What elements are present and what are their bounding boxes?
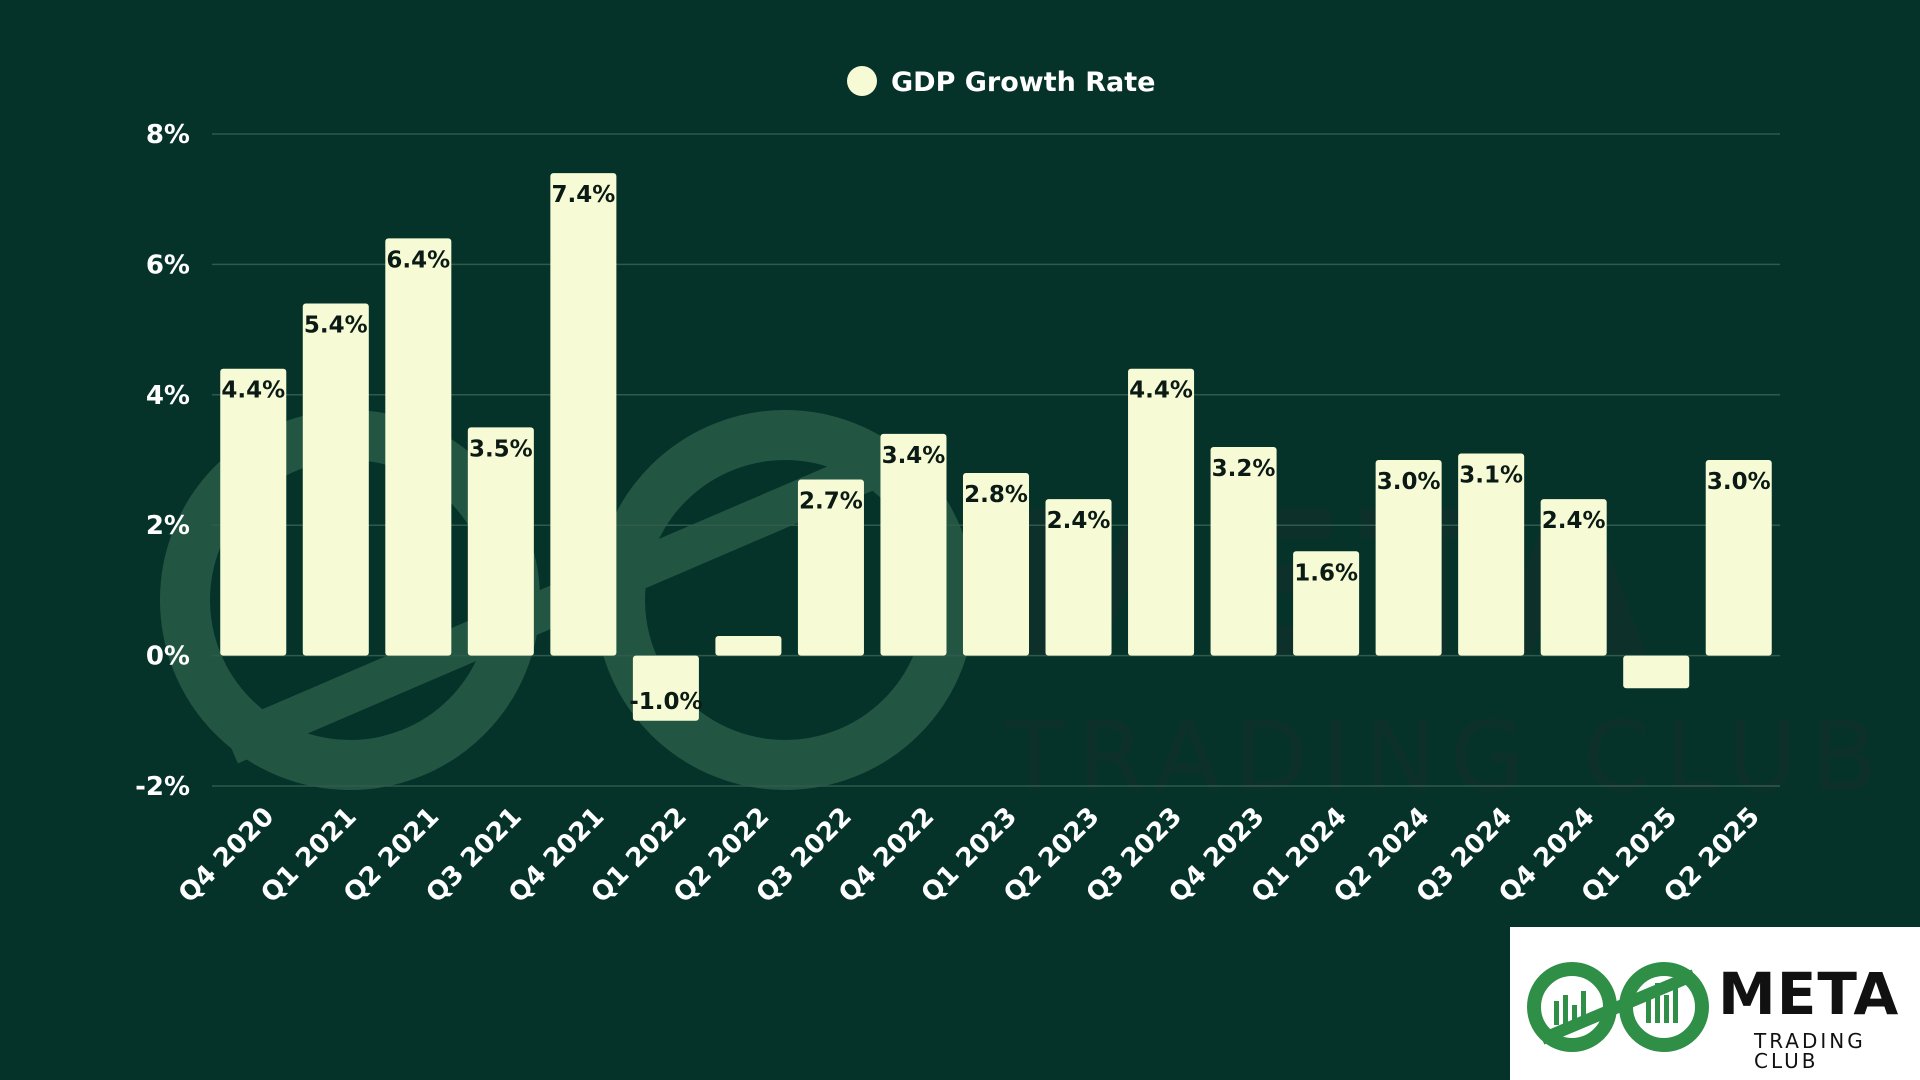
y-tick-label: 8% xyxy=(146,120,190,150)
legend-swatch xyxy=(847,66,877,96)
bar-value-label: 1.6% xyxy=(1294,560,1358,586)
bar xyxy=(880,433,947,656)
logo-tagline-text: TRADING CLUB xyxy=(1754,1029,1866,1073)
bar-value-label: 2.8% xyxy=(964,482,1028,508)
bar xyxy=(385,238,452,656)
bar xyxy=(797,479,864,656)
watermark-tagline: TRADING CLUB xyxy=(1004,701,1891,813)
bar-value-label: 4.4% xyxy=(1129,378,1193,404)
y-tick-label: 0% xyxy=(146,642,190,672)
bar-value-label: 2.7% xyxy=(799,489,863,515)
bar-value-label: 3.4% xyxy=(882,443,946,469)
bar xyxy=(715,636,782,656)
bar xyxy=(467,427,534,656)
y-tick-label: 2% xyxy=(146,511,190,541)
bar xyxy=(1293,551,1360,656)
bar-value-label: 3.1% xyxy=(1459,462,1523,488)
bar xyxy=(220,368,287,656)
bar xyxy=(1210,446,1277,656)
bar xyxy=(1623,655,1690,689)
bar-value-label: 4.4% xyxy=(221,378,285,404)
bars xyxy=(220,173,1772,721)
bar xyxy=(302,303,369,656)
bar-value-label: 6.4% xyxy=(386,247,450,273)
bar-value-label: 3.0% xyxy=(1377,469,1441,495)
bar xyxy=(1045,499,1112,656)
bar-value-label: 7.4% xyxy=(551,182,615,208)
bar-value-label: 2.4% xyxy=(1047,508,1111,534)
y-axis-ticks: -2% 0% 2% 4% 6% 8% xyxy=(135,120,190,802)
bar-value-label: 3.0% xyxy=(1707,469,1771,495)
bar-value-label: -1.0% xyxy=(629,689,702,715)
y-tick-label: 4% xyxy=(146,381,190,411)
bar-value-label: 5.4% xyxy=(304,313,368,339)
value-labels: 4.4% 5.4% 6.4% 3.5% 7.4% -1.0% 2.7% 3.4% 2.8% 2.4… xyxy=(221,182,1770,715)
bar-value-label: 3.2% xyxy=(1212,456,1276,482)
bar xyxy=(1375,460,1442,656)
y-tick-label: -2% xyxy=(135,772,190,802)
bar xyxy=(550,173,617,656)
bar xyxy=(962,473,1030,656)
logo-brand-text: META xyxy=(1718,960,1900,1028)
bar xyxy=(1540,499,1607,656)
bar xyxy=(1458,453,1525,656)
y-tick-label: 6% xyxy=(146,250,190,280)
legend-label: GDP Growth Rate xyxy=(891,67,1156,98)
logo-mark-icon xyxy=(1527,962,1709,1052)
brand-logo: META TRADING CLUB xyxy=(1510,927,1920,1080)
legend: GDP Growth Rate xyxy=(847,66,1156,98)
bar xyxy=(632,655,699,721)
bar xyxy=(1705,460,1772,656)
bar-value-label: 3.5% xyxy=(469,436,533,462)
bar-value-label: 2.4% xyxy=(1542,508,1606,534)
bar xyxy=(1128,368,1195,656)
